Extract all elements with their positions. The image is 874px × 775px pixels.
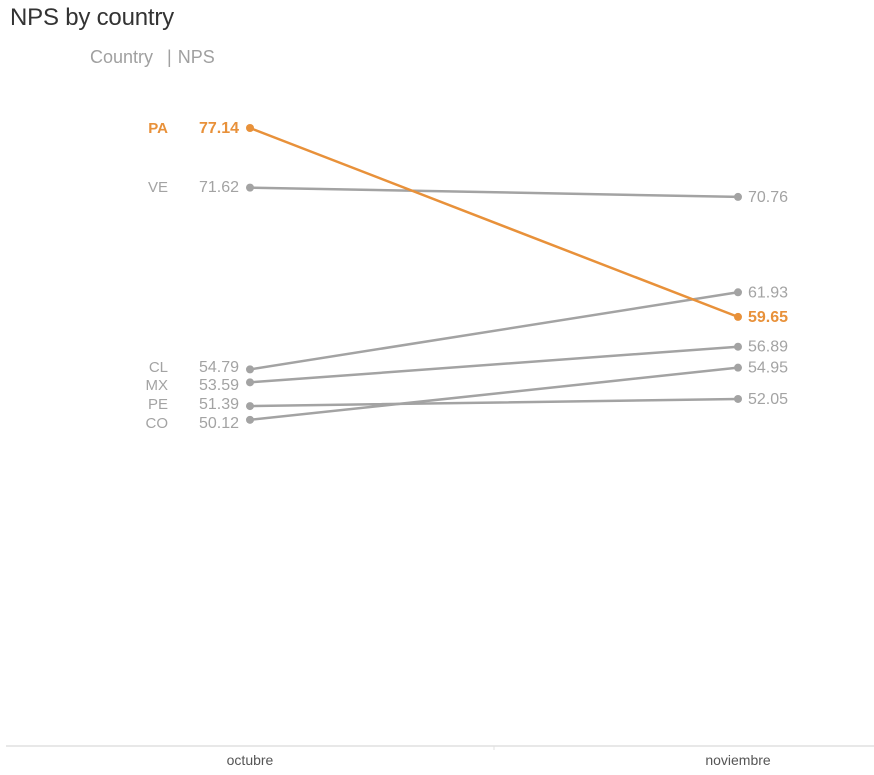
country-label-cl: CL	[149, 359, 168, 376]
column-header: Country | NPS	[90, 47, 215, 68]
series-line-cl	[248, 291, 740, 371]
country-label-pe: PE	[148, 396, 168, 413]
value-label-mx-noviembre: 56.89	[748, 339, 788, 356]
x-axis-label-noviembre: noviembre	[705, 752, 771, 768]
column-header-separator: |	[167, 47, 172, 67]
chart-title: NPS by country	[10, 4, 174, 31]
country-label-pa: PA	[148, 120, 168, 137]
point-co-noviembre	[734, 363, 742, 372]
point-co-octubre	[246, 415, 254, 424]
series-line-ve	[248, 186, 740, 199]
point-ve-noviembre	[734, 192, 742, 201]
point-cl-noviembre	[734, 288, 742, 297]
point-pa-noviembre	[734, 312, 742, 321]
value-label-pa-octubre: 77.14	[199, 120, 239, 137]
value-label-cl-octubre: 54.79	[199, 359, 239, 376]
value-label-ve-octubre: 71.62	[199, 179, 239, 196]
column-header-nps: NPS	[177, 47, 215, 67]
value-label-co-noviembre: 54.95	[748, 360, 788, 377]
country-label-mx: MX	[146, 377, 169, 394]
column-header-country: Country	[90, 47, 154, 67]
series-line-pa	[248, 126, 740, 319]
value-label-co-octubre: 50.12	[199, 415, 239, 432]
point-pa-octubre	[246, 124, 254, 132]
country-label-ve: VE	[148, 179, 168, 196]
value-label-cl-noviembre: 61.93	[748, 284, 788, 301]
point-pe-noviembre	[734, 394, 742, 403]
point-mx-octubre	[246, 378, 254, 387]
value-label-mx-octubre: 53.59	[199, 377, 239, 394]
point-ve-octubre	[246, 183, 254, 192]
series-marks: VE 71.62 70.76 CL 54.79 61.93 MX 53.59 56.89 PE 51…	[146, 120, 789, 432]
country-label-co: CO	[146, 415, 169, 432]
series-line-co	[248, 366, 740, 422]
series-line-mx	[248, 345, 740, 384]
value-label-pe-noviembre: 52.05	[748, 391, 788, 408]
value-label-ve-noviembre: 70.76	[748, 189, 788, 206]
point-mx-noviembre	[734, 342, 742, 351]
point-pe-octubre	[246, 402, 254, 411]
value-label-pe-octubre: 51.39	[199, 396, 239, 413]
x-axis-label-octubre: octubre	[227, 752, 274, 768]
series-line-pe	[248, 397, 740, 408]
point-cl-octubre	[246, 365, 254, 374]
value-label-pa-noviembre: 59.65	[748, 309, 788, 326]
